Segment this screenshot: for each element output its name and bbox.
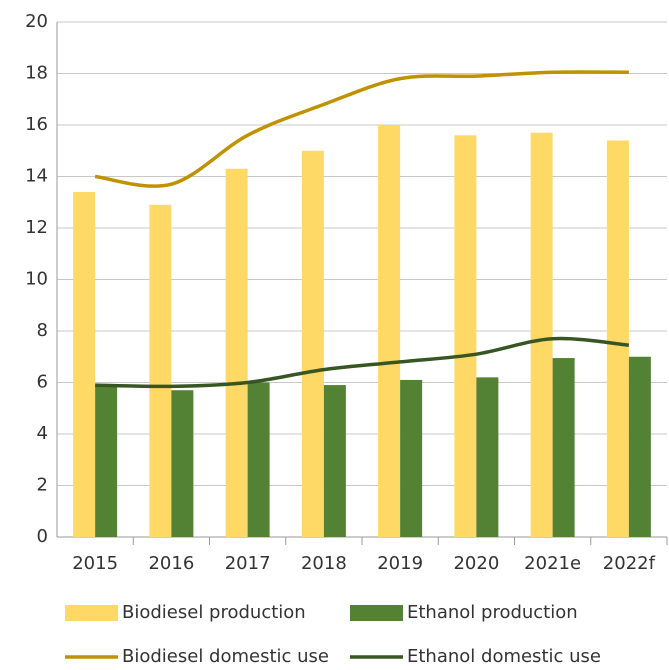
- bar: [149, 204, 172, 537]
- line: [95, 336, 630, 389]
- x-tick-label: 2017: [225, 553, 271, 574]
- legend-label: Ethanol domestic use: [407, 646, 601, 666]
- line: [94, 70, 629, 188]
- y-tick-label: 8: [37, 320, 48, 341]
- legend-label: Biodiesel domestic use: [122, 646, 329, 666]
- x-tick-label: 2015: [72, 553, 118, 574]
- legend-label: Ethanol production: [407, 602, 578, 623]
- bar: [95, 385, 118, 537]
- bar: [73, 191, 96, 537]
- y-tick-label: 20: [25, 11, 48, 32]
- y-tick-label: 14: [25, 166, 48, 187]
- bar: [606, 140, 629, 537]
- x-tick-label: 2019: [377, 553, 423, 574]
- y-tick-label: 16: [25, 114, 48, 135]
- bar: [323, 385, 346, 537]
- y-tick-label: 18: [25, 63, 48, 84]
- x-tick-label: 2016: [148, 553, 194, 574]
- legend-swatch: [350, 605, 403, 621]
- bar: [400, 379, 423, 537]
- bar: [476, 377, 499, 537]
- x-tick-label: 2021e: [524, 553, 581, 574]
- bar: [301, 150, 324, 537]
- bar: [225, 168, 248, 537]
- y-tick-label: 6: [37, 372, 48, 393]
- y-tick-label: 12: [25, 217, 48, 238]
- bar: [378, 125, 401, 537]
- x-tick-label: 2020: [453, 553, 499, 574]
- y-tick-label: 2: [37, 475, 48, 496]
- bar: [247, 382, 270, 537]
- legend-swatch: [65, 605, 118, 621]
- y-tick-label: 10: [25, 269, 48, 290]
- x-tick-label: 2018: [301, 553, 347, 574]
- legend-label: Biodiesel production: [122, 602, 306, 623]
- bar: [530, 132, 553, 537]
- bar: [454, 135, 477, 538]
- y-tick-label: 4: [37, 423, 48, 444]
- bar: [628, 356, 651, 537]
- bar: [552, 358, 575, 537]
- bar: [171, 390, 194, 537]
- y-tick-label: 0: [37, 526, 48, 547]
- x-tick-label: 2022f: [603, 553, 656, 574]
